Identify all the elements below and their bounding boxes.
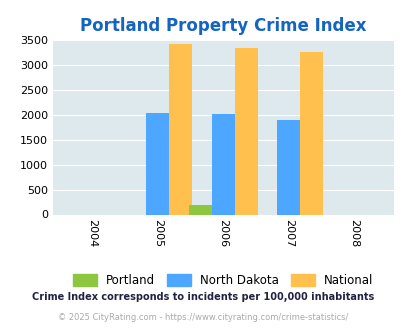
- Text: © 2025 CityRating.com - https://www.cityrating.com/crime-statistics/: © 2025 CityRating.com - https://www.city…: [58, 313, 347, 322]
- Bar: [188, 205, 211, 214]
- Legend: Portland, North Dakota, National: Portland, North Dakota, National: [68, 269, 377, 292]
- Bar: [234, 48, 257, 214]
- Bar: [277, 119, 300, 214]
- Bar: [146, 113, 169, 214]
- Title: Portland Property Crime Index: Portland Property Crime Index: [80, 17, 366, 35]
- Bar: [300, 52, 322, 214]
- Text: Crime Index corresponds to incidents per 100,000 inhabitants: Crime Index corresponds to incidents per…: [32, 292, 373, 302]
- Bar: [169, 44, 192, 214]
- Bar: [211, 114, 234, 214]
